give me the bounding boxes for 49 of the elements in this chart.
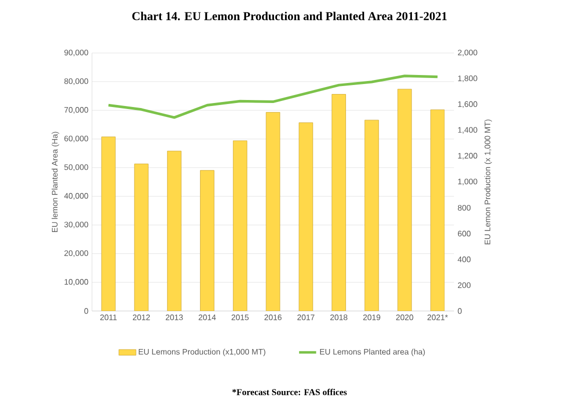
y2-tick-label: 400 — [458, 256, 471, 262]
legend-label: EU Lemons Planted area (ha) — [320, 348, 425, 356]
y2-tick-label: 1,400 — [458, 127, 478, 134]
x-tick-label: 2015 — [232, 314, 249, 320]
x-tick-label: 2016 — [264, 314, 282, 320]
bar — [167, 150, 182, 311]
bar — [332, 94, 346, 311]
x-tick-label: 2020 — [396, 314, 414, 320]
y2-tick-label: 1,800 — [458, 75, 478, 82]
y-tick-label: 70,000 — [64, 107, 88, 114]
y-tick-label: 90,000 — [64, 50, 88, 56]
y-tick-label: 20,000 — [64, 250, 88, 257]
bar — [200, 170, 214, 311]
y-tick-label: 30,000 — [64, 222, 88, 228]
x-tick-label: 2014 — [198, 314, 216, 320]
y-tick-label: 0 — [84, 308, 88, 314]
y2-tick-label: 600 — [458, 230, 471, 236]
x-tick-label: 2012 — [132, 314, 150, 320]
y-axis-title: EU lemon Planted Area (Ha) — [52, 132, 60, 232]
y2-tick-label: 2,000 — [458, 50, 478, 56]
y2-tick-label: 800 — [458, 204, 471, 211]
y-tick-label: 10,000 — [64, 279, 88, 286]
x-tick-label: 2018 — [330, 314, 348, 320]
x-tick-label: 2013 — [166, 314, 183, 320]
bar — [298, 122, 314, 311]
y-tick-label: 80,000 — [64, 78, 88, 85]
y2-tick-label: 0 — [458, 308, 462, 314]
x-tick-label: 2021* — [428, 314, 448, 320]
y2-tick-label: 200 — [458, 282, 471, 288]
y2-tick-label: 1,600 — [458, 101, 478, 108]
bar — [134, 164, 148, 311]
y2-tick-label: 1,000 — [458, 178, 478, 186]
y2-axis-title: EU Lemon Production (x 1,000 MT) — [484, 120, 492, 244]
bar — [398, 88, 412, 311]
y-tick-label: 40,000 — [64, 193, 88, 200]
bar — [430, 110, 445, 311]
y-tick-label: 50,000 — [64, 164, 88, 171]
y-tick-label: 60,000 — [64, 136, 88, 142]
y2-tick-label: 1,200 — [458, 152, 478, 160]
chart-title: Chart 14. EU Lemon Production and Planted Area 2011-2021 — [132, 12, 447, 20]
x-tick-label: 2017 — [297, 314, 314, 320]
bar — [232, 140, 248, 311]
x-tick-label: 2011 — [100, 314, 117, 320]
bar — [364, 120, 379, 311]
x-tick-label: 2019 — [363, 314, 380, 320]
text: *Forecast Source: FAS offices — [232, 388, 347, 396]
legend-label: EU Lemons Production (x1,000 MT) — [138, 348, 266, 356]
bar — [266, 112, 280, 311]
bar — [101, 136, 116, 311]
